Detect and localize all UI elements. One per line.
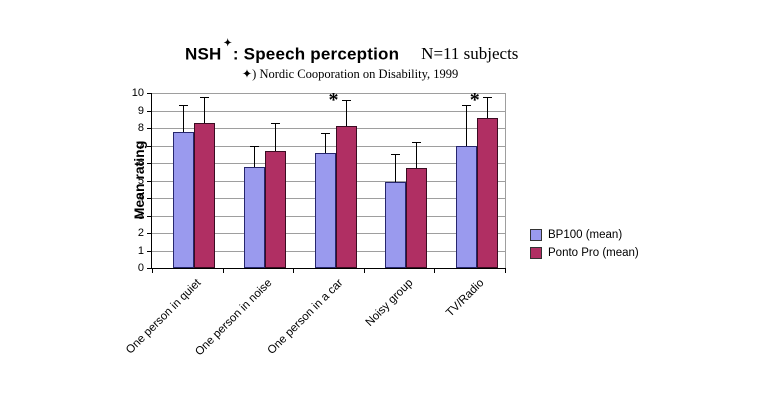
legend-swatch-icon (530, 229, 542, 241)
gridline (152, 145, 505, 147)
legend-label: BP100 (mean) (548, 229, 623, 241)
error-bar-line (416, 142, 418, 169)
y-tick (147, 110, 152, 112)
legend-item: Ponto Pro (mean) (530, 247, 639, 259)
x-category-label: One person in quiet (124, 277, 204, 357)
error-bar-line (253, 145, 255, 167)
y-tick (147, 268, 152, 269)
x-tick (363, 269, 365, 273)
y-tick-label: 7 (137, 139, 144, 152)
y-tick-label: 8 (137, 122, 144, 134)
error-bar-line (486, 96, 488, 118)
y-tick (147, 215, 152, 217)
x-tick (505, 269, 506, 273)
y-tick-label: 3 (137, 209, 144, 222)
bar-bp100 (314, 152, 336, 268)
y-tick-label: 2 (137, 227, 144, 239)
error-bar-cap (412, 142, 422, 143)
error-bar-cap (341, 100, 351, 101)
gridline (152, 110, 505, 112)
error-bar-line (274, 122, 276, 151)
y-tick-label: 0 (137, 262, 144, 274)
error-bar-cap (320, 133, 330, 135)
legend-item: BP100 (mean) (530, 229, 639, 241)
x-tick (152, 269, 153, 273)
significance-asterisk: * (328, 89, 339, 111)
y-tick (147, 145, 152, 147)
x-axis (151, 268, 506, 269)
error-bar-line (345, 100, 347, 127)
y-tick-label: 6 (137, 157, 144, 169)
y-tick (147, 128, 152, 129)
y-tick (147, 233, 152, 234)
y-tick (147, 180, 152, 182)
bar-bp100 (173, 131, 195, 268)
y-tick (147, 198, 152, 199)
bar-ponto-pro (406, 168, 428, 268)
x-tick (222, 269, 224, 273)
significance-asterisk: * (469, 89, 480, 111)
gridline (152, 93, 505, 94)
legend-swatch-icon (530, 247, 542, 259)
plot-right-border (505, 93, 506, 269)
four-point-star-icon: ✦ (223, 38, 232, 49)
bar-bp100 (455, 145, 477, 268)
error-bar-cap (391, 154, 401, 156)
bar-bp100 (243, 166, 265, 268)
error-bar-cap (482, 96, 492, 98)
y-tick (147, 163, 152, 164)
error-bar-line (395, 154, 397, 183)
error-bar-cap (461, 105, 471, 107)
y-tick-label: 4 (137, 192, 144, 204)
bar-bp100 (385, 182, 407, 268)
chart-footnote: ✦) Nordic Cooporation on Disability, 199… (241, 67, 459, 81)
chart-title: NSH✦: Speech perception N=11 subjects (185, 38, 519, 66)
y-tick (147, 250, 152, 252)
error-bar-line (465, 105, 467, 146)
error-bar-line (324, 133, 326, 153)
x-tick (293, 269, 295, 273)
bar-ponto-pro (335, 126, 357, 268)
legend-label: Ponto Pro (mean) (548, 247, 639, 259)
gridline (152, 128, 505, 129)
x-tick (434, 269, 436, 273)
title-rest: : Speech perception (232, 44, 400, 64)
y-tick (147, 93, 152, 94)
error-bar-line (204, 96, 206, 123)
bar-ponto-pro (476, 117, 498, 268)
error-bar-cap (200, 96, 210, 98)
y-tick-label: 1 (137, 244, 144, 257)
error-bar-cap (249, 145, 259, 147)
title-subjects-count: N=11 subjects (421, 44, 519, 64)
y-tick-label: 10 (131, 87, 144, 99)
chart-legend: BP100 (mean) Ponto Pro (mean) (530, 229, 639, 265)
error-bar-cap (179, 105, 189, 107)
bar-ponto-pro (194, 122, 216, 268)
error-bar-cap (270, 122, 280, 124)
error-bar-line (183, 105, 185, 132)
title-nsh: NSH (185, 44, 222, 64)
y-tick-label: 9 (137, 104, 144, 117)
y-tick-label: 5 (137, 174, 144, 187)
bar-ponto-pro (264, 150, 286, 268)
